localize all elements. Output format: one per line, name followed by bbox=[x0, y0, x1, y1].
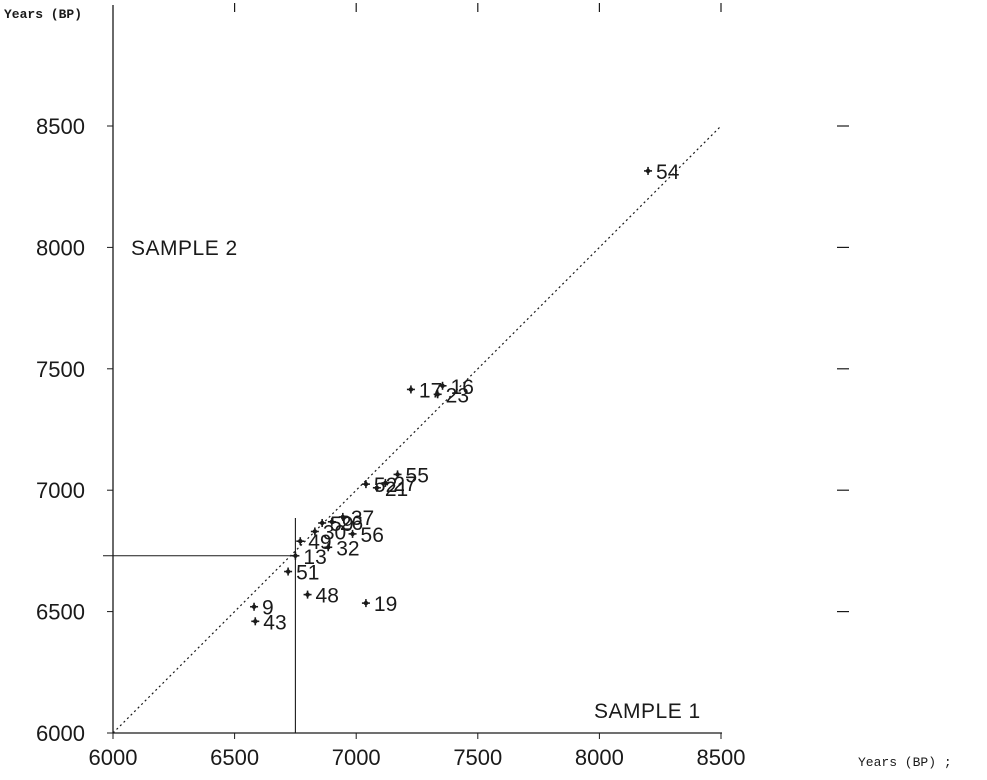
data-point-21 bbox=[372, 483, 381, 492]
point-dot-48 bbox=[305, 592, 310, 597]
data-point-26 bbox=[327, 517, 336, 526]
sample-2-label: SAMPLE 2 bbox=[131, 237, 238, 260]
point-dot-26 bbox=[329, 519, 335, 524]
y-tick-label-8500: 8500 bbox=[36, 114, 85, 139]
data-point-32 bbox=[324, 543, 333, 552]
point-label-43: 43 bbox=[263, 611, 286, 634]
point-label-16: 16 bbox=[451, 376, 474, 399]
data-point-23 bbox=[433, 390, 442, 399]
point-label-55: 55 bbox=[406, 464, 429, 487]
x-tick-label-8000: 8000 bbox=[575, 745, 624, 770]
data-point-48 bbox=[303, 590, 312, 599]
data-point-13 bbox=[291, 551, 300, 560]
data-point-54 bbox=[644, 166, 653, 175]
reference-line bbox=[112, 125, 722, 734]
point-label-59: 59 bbox=[330, 513, 353, 536]
point-dot-32 bbox=[326, 545, 331, 550]
point-dot-37 bbox=[340, 514, 346, 520]
point-dot-49 bbox=[298, 538, 303, 544]
point-dot-56 bbox=[350, 531, 355, 537]
data-point-49 bbox=[296, 537, 305, 546]
point-dot-27 bbox=[383, 480, 388, 486]
point-label-19: 19 bbox=[374, 593, 397, 616]
y-tick-label-7000: 7000 bbox=[36, 478, 85, 503]
data-point-16 bbox=[438, 381, 447, 390]
point-dot-55 bbox=[395, 472, 400, 477]
point-label-21: 21 bbox=[385, 478, 408, 501]
data-point-56 bbox=[348, 529, 357, 538]
x-tick-label-7000: 7000 bbox=[332, 745, 381, 770]
point-label-30: 30 bbox=[323, 521, 346, 544]
point-dot-51 bbox=[285, 569, 291, 574]
point-label-26: 26 bbox=[340, 512, 363, 535]
point-label-9: 9 bbox=[262, 597, 274, 620]
y-tick-label-8000: 8000 bbox=[36, 235, 85, 260]
point-label-56: 56 bbox=[361, 524, 384, 547]
point-dot-21 bbox=[374, 485, 380, 490]
x-tick-label-8500: 8500 bbox=[697, 745, 746, 770]
point-label-52: 52 bbox=[374, 474, 397, 497]
point-label-48: 48 bbox=[316, 585, 339, 608]
data-point-51 bbox=[284, 567, 293, 576]
data-point-17 bbox=[406, 385, 415, 394]
data-point-43 bbox=[251, 617, 260, 626]
point-label-27: 27 bbox=[393, 473, 416, 496]
data-point-27 bbox=[381, 478, 390, 487]
data-point-52 bbox=[361, 480, 370, 489]
x-tick-label-7500: 7500 bbox=[453, 745, 502, 770]
point-dot-30 bbox=[312, 529, 318, 534]
x-axis-title: Years (BP) ; bbox=[858, 755, 952, 770]
y-tick-label-7500: 7500 bbox=[36, 357, 85, 382]
y-tick-label-6000: 6000 bbox=[36, 721, 85, 746]
point-dot-43 bbox=[253, 619, 258, 624]
point-label-51: 51 bbox=[296, 562, 319, 585]
point-label-13: 13 bbox=[303, 546, 326, 569]
point-label-54: 54 bbox=[656, 161, 680, 184]
data-point-30 bbox=[310, 527, 319, 536]
point-dot-16 bbox=[440, 383, 445, 388]
point-label-32: 32 bbox=[336, 537, 359, 560]
point-dot-9 bbox=[251, 604, 257, 609]
point-dot-52 bbox=[363, 481, 369, 487]
x-tick-label-6500: 6500 bbox=[210, 745, 259, 770]
point-label-17: 17 bbox=[419, 379, 442, 402]
sample-1-label: SAMPLE 1 bbox=[594, 700, 701, 723]
data-point-9 bbox=[250, 602, 259, 611]
point-label-49: 49 bbox=[308, 531, 331, 554]
data-point-19 bbox=[361, 599, 370, 608]
data-point-59 bbox=[318, 518, 327, 527]
x-tick-label-6000: 6000 bbox=[89, 745, 138, 770]
point-label-23: 23 bbox=[446, 384, 469, 407]
point-label-37: 37 bbox=[351, 507, 374, 530]
point-dot-59 bbox=[319, 520, 325, 526]
point-dot-23 bbox=[435, 392, 440, 397]
point-dot-17 bbox=[408, 387, 414, 392]
y-tick-label-6500: 6500 bbox=[36, 600, 85, 625]
data-point-37 bbox=[338, 512, 347, 521]
data-point-55 bbox=[393, 470, 402, 479]
point-dot-54 bbox=[645, 168, 651, 174]
point-dot-19 bbox=[363, 600, 369, 606]
point-dot-13 bbox=[293, 553, 298, 558]
y-axis-title: Years (BP) bbox=[4, 7, 82, 22]
